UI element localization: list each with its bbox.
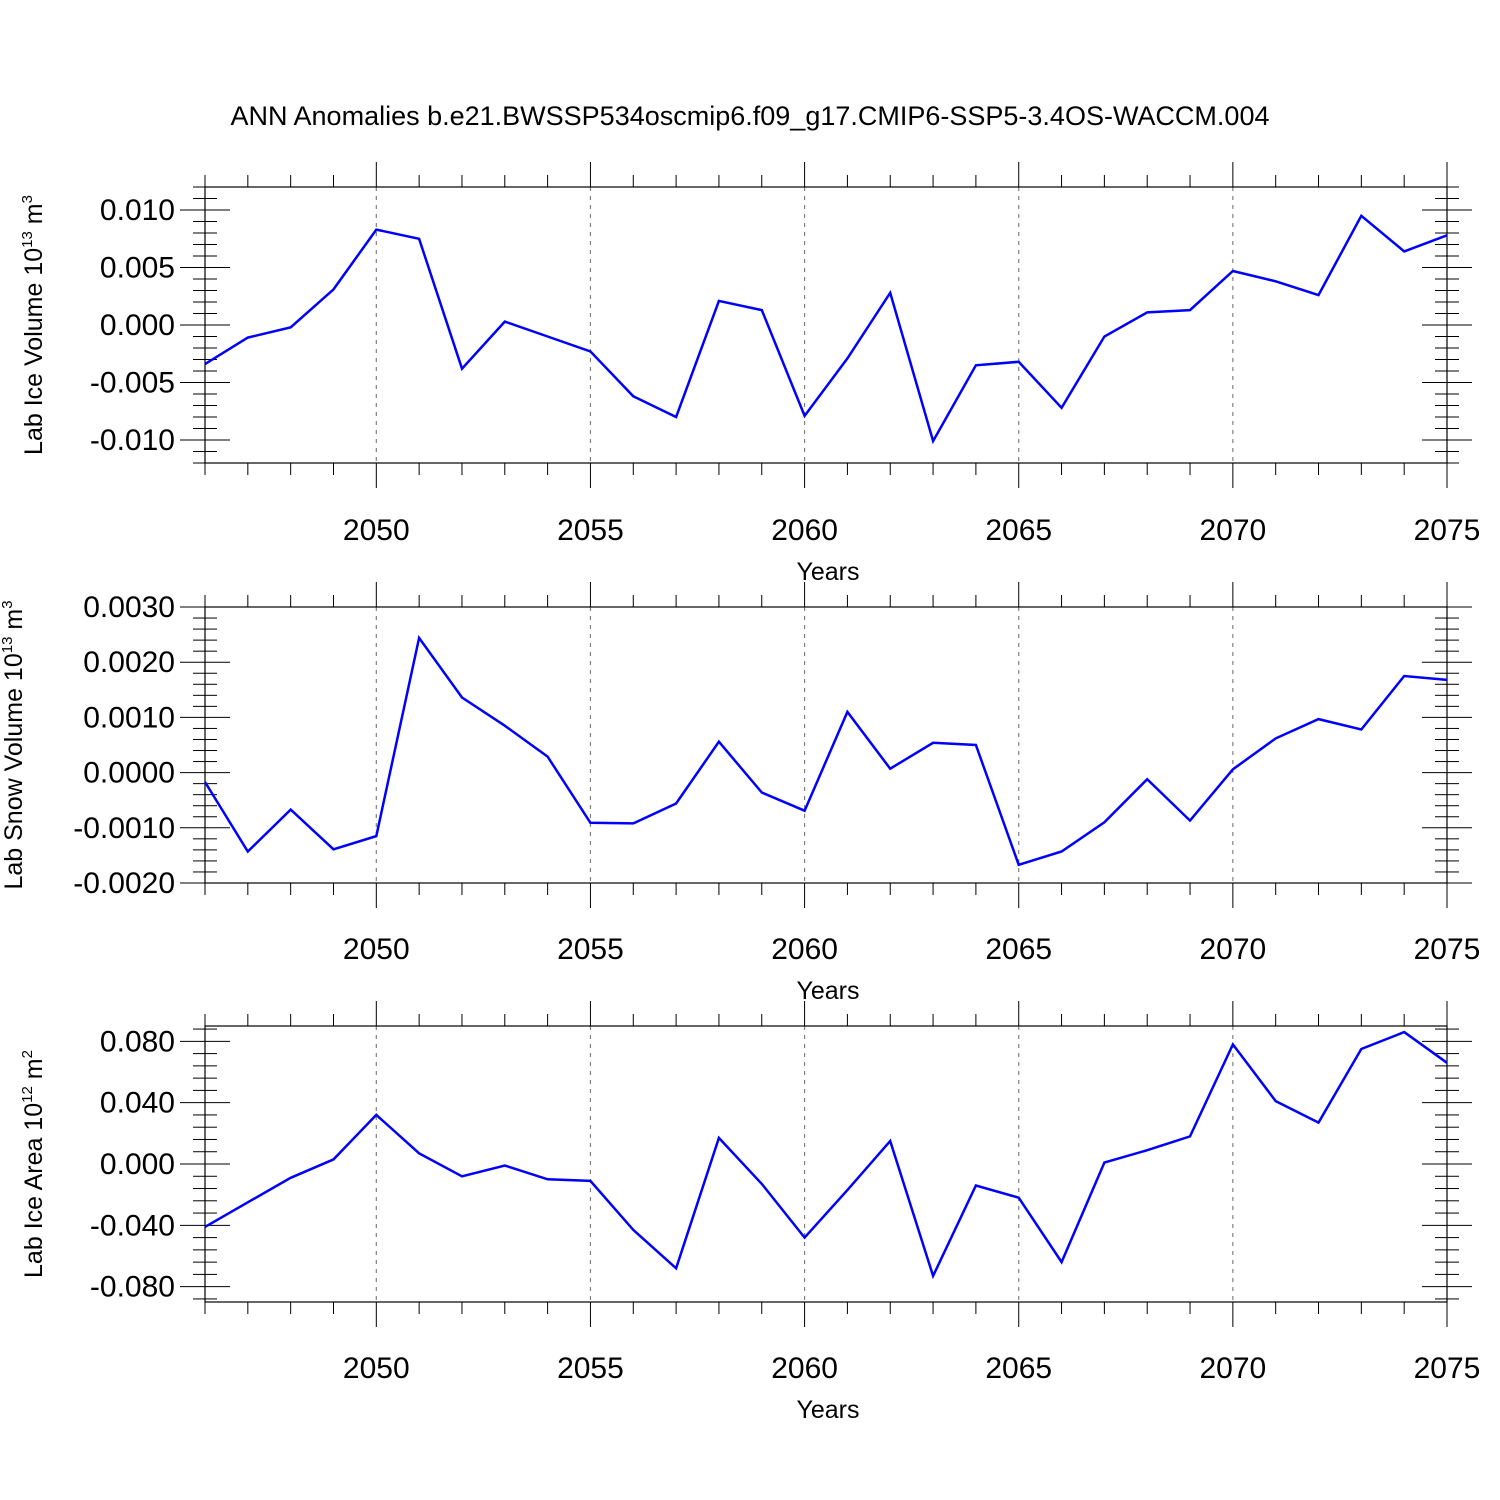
y-tick-label: -0.005 bbox=[90, 367, 175, 400]
x-tick-label: 2075 bbox=[1414, 1352, 1481, 1385]
y-axis-title: Lab Ice Area 1012 m2 bbox=[19, 1050, 48, 1278]
x-tick-label: 2065 bbox=[985, 1352, 1052, 1385]
x-tick-label: 2055 bbox=[557, 1352, 624, 1385]
y-tick-label: -0.0010 bbox=[73, 812, 175, 845]
y-tick-label: -0.0020 bbox=[73, 867, 175, 900]
x-tick-label: 2060 bbox=[771, 514, 838, 547]
x-tick-label: 2050 bbox=[343, 514, 410, 547]
panel-ice-area: 0.080 0.040 0.000 -0.040 -0.080 2050 2055 2060 2… bbox=[19, 1001, 1480, 1424]
y-tick-label: -0.080 bbox=[90, 1271, 175, 1304]
y-tick-label: -0.010 bbox=[90, 424, 175, 457]
x-tick-label: 2070 bbox=[1199, 933, 1266, 966]
x-axis-title: Years bbox=[796, 558, 859, 586]
y-axis-title: Lab Snow Volume 1013 m3 bbox=[0, 600, 28, 889]
panels: 0.010 0.005 0.000 -0.005 -0.010 2050 2055 2060 2… bbox=[0, 162, 1480, 1424]
x-tick-label: 2055 bbox=[557, 514, 624, 547]
x-tick-label: 2070 bbox=[1199, 1352, 1266, 1385]
y-axis-title: Lab Ice Volume 1013 m3 bbox=[19, 195, 48, 455]
x-tick-label: 2065 bbox=[985, 514, 1052, 547]
panel-ice-volume: 0.010 0.005 0.000 -0.005 -0.010 2050 2055 2060 2… bbox=[19, 162, 1480, 586]
x-axis-title: Years bbox=[796, 1396, 859, 1424]
x-tick-label: 2050 bbox=[343, 1352, 410, 1385]
series-line-ice-area bbox=[204, 1030, 1448, 1280]
x-tick-label: 2060 bbox=[771, 933, 838, 966]
x-axis-title: Years bbox=[796, 977, 859, 1005]
y-tick-label: 0.0010 bbox=[83, 701, 175, 734]
x-tick-label: 2070 bbox=[1199, 514, 1266, 547]
y-tick-label: 0.080 bbox=[100, 1025, 175, 1058]
plot-frame bbox=[204, 606, 1448, 884]
x-tick-label: 2055 bbox=[557, 933, 624, 966]
chart-title: ANN Anomalies b.e21.BWSSP534oscmip6.f09_… bbox=[231, 101, 1270, 131]
plot-frame bbox=[204, 186, 1448, 464]
y-tick-label: 0.005 bbox=[100, 252, 175, 285]
y-tick-label: 0.0030 bbox=[83, 591, 175, 624]
x-tick-label: 2075 bbox=[1414, 933, 1481, 966]
x-tick-label: 2065 bbox=[985, 933, 1052, 966]
y-tick-label: -0.040 bbox=[90, 1209, 175, 1242]
y-tick-label: 0.000 bbox=[100, 1148, 175, 1181]
y-tick-label: 0.000 bbox=[100, 309, 175, 342]
series-line-ice-volume bbox=[204, 213, 1448, 445]
plot-frame bbox=[204, 1025, 1448, 1303]
x-tick-label: 2075 bbox=[1414, 514, 1481, 547]
y-tick-label: 0.010 bbox=[100, 194, 175, 227]
y-tick-label: 0.0000 bbox=[83, 757, 175, 790]
y-tick-label: 0.0020 bbox=[83, 646, 175, 679]
x-tick-label: 2060 bbox=[771, 1352, 838, 1385]
y-tick-label: 0.040 bbox=[100, 1087, 175, 1120]
series-line-snow-volume bbox=[203, 634, 1448, 867]
panel-snow-volume: 0.0030 0.0020 0.0010 0.0000 -0.0010 -0.0020 20… bbox=[0, 582, 1480, 1005]
x-tick-label: 2050 bbox=[343, 933, 410, 966]
